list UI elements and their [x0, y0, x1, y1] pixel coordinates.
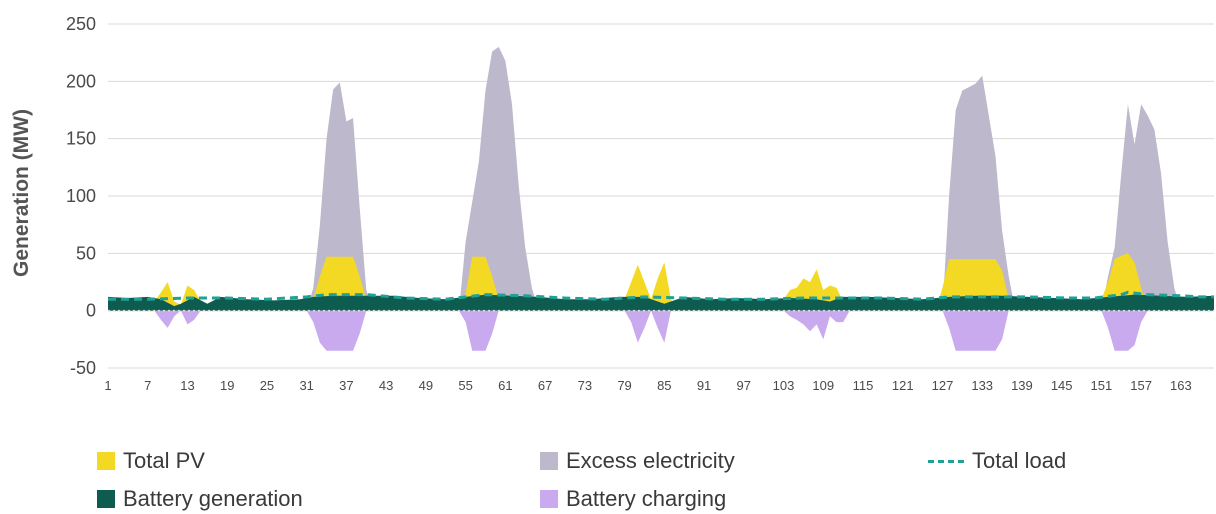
axis-labels: -50 0 50 100 150 200 250 1 7 13 19 25 31 37 43 49 55 61 67… [66, 14, 1192, 393]
x-tick-label: 25 [260, 378, 274, 393]
x-tick-label: 13 [180, 378, 194, 393]
x-tick-label: 31 [299, 378, 313, 393]
x-tick-label: 139 [1011, 378, 1033, 393]
series-area-excess-electricity [942, 75, 1016, 311]
x-tick-label: 61 [498, 378, 512, 393]
x-tick-label: 121 [892, 378, 914, 393]
x-tick-label: 109 [812, 378, 834, 393]
series-line-total-load [108, 290, 1214, 301]
series-area-battery-charging [624, 310, 652, 343]
x-tick-label: 43 [379, 378, 393, 393]
series-area-battery-charging [651, 310, 671, 343]
x-tick-label: 7 [144, 378, 151, 393]
x-tick-label: 55 [458, 378, 472, 393]
series-area-battery-charging [306, 310, 367, 351]
series-area-battery-charging [459, 310, 499, 351]
series-area-battery-charging [783, 310, 850, 340]
series-area-battery-charging [154, 310, 181, 328]
x-tick-label: 103 [773, 378, 795, 393]
series-area-battery-charging [1101, 310, 1148, 351]
x-tick-label: 67 [538, 378, 552, 393]
series-area-excess-electricity [306, 82, 373, 311]
series-area-battery-charging [180, 310, 201, 325]
x-tick-label: 157 [1130, 378, 1152, 393]
y-tick-label: 250 [66, 14, 96, 34]
y-tick-label: -50 [70, 358, 96, 378]
x-tick-label: 37 [339, 378, 353, 393]
x-tick-label: 91 [697, 378, 711, 393]
x-tick-label: 133 [971, 378, 993, 393]
x-tick-label: 163 [1170, 378, 1192, 393]
x-tick-label: 49 [419, 378, 433, 393]
y-tick-label: 200 [66, 71, 96, 91]
x-tick-label: 97 [737, 378, 751, 393]
series-area-battery-generation [108, 294, 1214, 311]
x-tick-label: 151 [1091, 378, 1113, 393]
y-tick-label: 150 [66, 129, 96, 149]
x-tick-label: 19 [220, 378, 234, 393]
y-axis-label: Generation (MW) [10, 109, 33, 277]
x-tick-label: 115 [853, 378, 874, 393]
series-area-battery-charging [942, 310, 1009, 351]
x-tick-label: 127 [932, 378, 954, 393]
x-tick-label: 145 [1051, 378, 1073, 393]
y-tick-label: 50 [76, 243, 96, 263]
series-layer [108, 46, 1214, 351]
x-tick-label: 79 [617, 378, 631, 393]
y-tick-label: 100 [66, 186, 96, 206]
series-area-excess-electricity [459, 46, 539, 311]
x-tick-label: 73 [578, 378, 592, 393]
x-tick-label: 85 [657, 378, 671, 393]
x-tick-label: 1 [104, 378, 111, 393]
y-tick-label: 0 [86, 301, 96, 321]
